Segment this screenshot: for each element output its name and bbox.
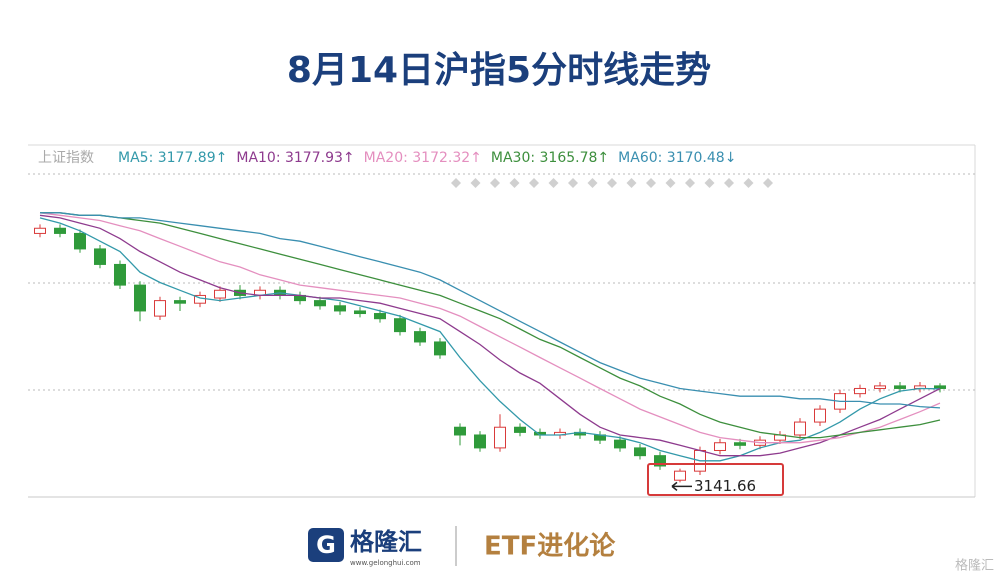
candle-body [374, 313, 386, 320]
annotation-label: 3141.66 [694, 477, 756, 495]
diamond [509, 178, 520, 188]
candle-body [214, 289, 226, 299]
candle-body [34, 227, 46, 234]
candle-body [94, 248, 106, 265]
candle-body [634, 447, 646, 457]
diamond [470, 178, 481, 188]
candle-body [54, 227, 66, 234]
logo-icon [308, 528, 344, 562]
ma-line [39, 217, 941, 462]
legend-entry: MA5: 3177.89↑ [118, 150, 227, 166]
watermark: 格隆汇 [955, 558, 994, 574]
logo-letter: G [316, 531, 336, 559]
diamond [587, 178, 598, 188]
candle-body [894, 385, 906, 389]
candle-body [394, 318, 406, 333]
candle-body [854, 387, 866, 395]
brand-url: www.gelonghui.com [350, 559, 421, 567]
ma-line [39, 212, 941, 444]
candle-body [314, 300, 326, 307]
diamond [568, 178, 578, 188]
diamond [548, 178, 559, 188]
candle-body [874, 385, 886, 389]
candle-body [654, 455, 666, 467]
column-name: ETF进化论 [484, 532, 616, 562]
diamond [490, 178, 500, 188]
candle-body [454, 426, 466, 436]
candle-body [794, 421, 806, 436]
ma-line [40, 212, 941, 439]
diamond [529, 178, 539, 188]
candle-body [494, 426, 506, 449]
candle-body [134, 284, 146, 312]
candle-body [354, 310, 366, 315]
diamond [724, 178, 734, 188]
candle-body [334, 305, 346, 312]
brand: 格隆汇 [350, 528, 422, 556]
candle-body [154, 300, 166, 317]
chart-title: 8月14日沪指5分时线走势 [287, 50, 711, 91]
legend-label: 上证指数 [38, 150, 94, 166]
candle-body [514, 426, 526, 433]
candle-body [934, 385, 946, 389]
diamond [704, 178, 715, 188]
legend-entry: MA60: 3170.48↓ [618, 150, 736, 166]
plot: 3141.66 [34, 212, 946, 495]
candle-body [734, 442, 746, 446]
candle-body [474, 434, 486, 449]
legend-entry: MA20: 3172.32↑ [364, 150, 482, 166]
candle-body [434, 341, 446, 356]
diamond [646, 178, 656, 188]
diamond [743, 178, 754, 188]
candle-body [174, 300, 186, 304]
legend: MA5: 3177.89↑ MA10: 3177.93↑ MA20: 3172.32… [118, 150, 736, 166]
decoration [451, 178, 773, 188]
candle-body [114, 263, 126, 286]
ma-line [39, 214, 941, 457]
diamond [685, 178, 695, 188]
highlight-box [647, 463, 784, 496]
candle-body [814, 408, 826, 423]
diamond [763, 178, 773, 188]
candle-body [614, 439, 626, 449]
diamond [451, 178, 461, 188]
candle-body [414, 331, 426, 343]
diamond [607, 178, 617, 188]
diamond [665, 178, 676, 188]
candle-body [674, 470, 686, 481]
candle-body [74, 232, 86, 250]
ma-line [40, 212, 941, 409]
legend-entry: MA30: 3165.78↑ [491, 150, 609, 166]
legend-entry: MA10: 3177.93↑ [236, 150, 354, 166]
annotation-arrow [671, 481, 692, 491]
candle-body [714, 442, 726, 451]
diamond [626, 178, 637, 188]
